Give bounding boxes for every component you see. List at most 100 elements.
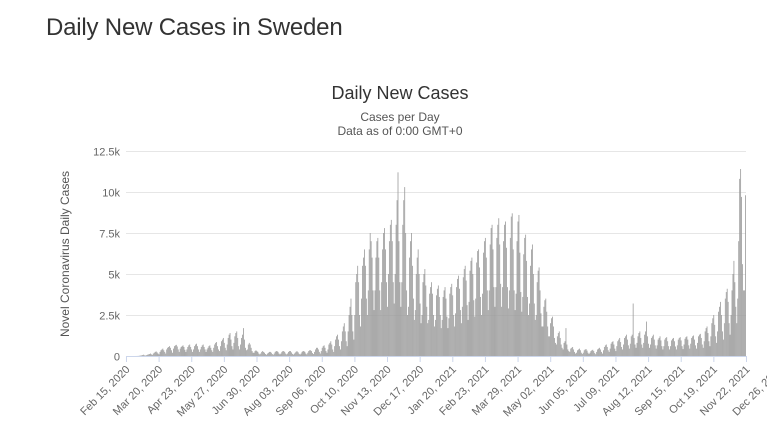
bar: [190, 346, 192, 356]
bar: [603, 346, 605, 356]
bar: [408, 306, 409, 356]
bar: [405, 233, 407, 356]
bar: [597, 349, 599, 356]
bar: [249, 344, 251, 356]
bar: [443, 290, 445, 356]
bar: [141, 355, 143, 356]
bar: [556, 336, 558, 356]
bar: [239, 349, 241, 356]
bar: [554, 337, 555, 356]
bar: [200, 346, 202, 356]
bar: [280, 353, 282, 356]
bar: [465, 280, 467, 356]
bar: [261, 351, 263, 356]
bar: [483, 241, 485, 356]
bar: [547, 326, 549, 356]
bar: [510, 216, 512, 356]
bar: [457, 278, 458, 356]
bar: [485, 257, 487, 356]
bar: [148, 354, 149, 356]
bar: [409, 257, 410, 356]
bar: [441, 319, 443, 356]
grid-lines: [126, 151, 746, 316]
bar: [514, 310, 516, 356]
bar: [365, 298, 367, 356]
bar: [324, 347, 326, 356]
bar: [222, 337, 224, 356]
bar: [442, 296, 444, 356]
bar: [657, 339, 659, 356]
bar: [315, 349, 316, 356]
bar: [154, 351, 156, 356]
bar: [745, 195, 746, 356]
bar: [555, 344, 557, 356]
bar: [354, 315, 356, 356]
bar: [689, 348, 691, 356]
bar: [595, 354, 597, 356]
bar: [184, 349, 186, 356]
bar: [240, 344, 241, 356]
bar: [219, 351, 220, 356]
bar: [286, 354, 288, 356]
bar: [245, 347, 246, 356]
bar: [506, 247, 507, 356]
bar: [564, 341, 566, 356]
bar: [291, 352, 292, 356]
bar: [601, 351, 602, 356]
bar: [428, 319, 430, 356]
bar: [362, 265, 363, 356]
bar: [666, 337, 668, 356]
bar: [531, 244, 533, 356]
bar: [619, 337, 621, 356]
bar: [712, 318, 714, 356]
bar: [178, 351, 180, 356]
bar: [180, 346, 182, 356]
bar: [577, 350, 578, 356]
bar: [191, 349, 193, 356]
bar: [398, 241, 400, 356]
bar: [741, 196, 742, 356]
bar: [685, 337, 687, 356]
bar: [525, 234, 527, 356]
bar: [345, 341, 347, 356]
bar: [627, 345, 629, 356]
bar: [413, 319, 415, 356]
bar: [337, 334, 338, 356]
bar: [470, 260, 472, 356]
bar: [347, 331, 349, 356]
bar: [285, 353, 287, 356]
bar: [199, 349, 201, 356]
bar: [630, 336, 632, 356]
bar: [690, 343, 692, 356]
bar: [236, 331, 238, 356]
bar: [352, 331, 354, 356]
bar: [333, 351, 335, 356]
bar: [629, 343, 631, 356]
bar: [496, 237, 498, 356]
bar: [584, 349, 586, 356]
bar: [540, 313, 542, 356]
bar: [665, 337, 667, 356]
bar: [429, 293, 431, 356]
bar: [736, 323, 738, 356]
bar: [495, 287, 497, 356]
bar: [412, 265, 413, 356]
bar: [234, 336, 236, 356]
y-tick-label: 0: [114, 352, 120, 364]
bar: [282, 351, 284, 356]
bar: [340, 341, 342, 356]
bar: [415, 274, 417, 356]
bar: [197, 349, 199, 356]
bar: [673, 337, 674, 356]
bar: [301, 351, 303, 356]
bar: [388, 274, 389, 356]
bar: [226, 344, 228, 356]
bar: [149, 354, 150, 356]
bar: [474, 316, 476, 356]
bar: [214, 344, 216, 356]
bar: [575, 353, 576, 356]
bar: [581, 354, 583, 356]
bar: [382, 249, 384, 356]
bar: [384, 228, 385, 356]
y-tick-label: 7.5k: [99, 229, 120, 241]
